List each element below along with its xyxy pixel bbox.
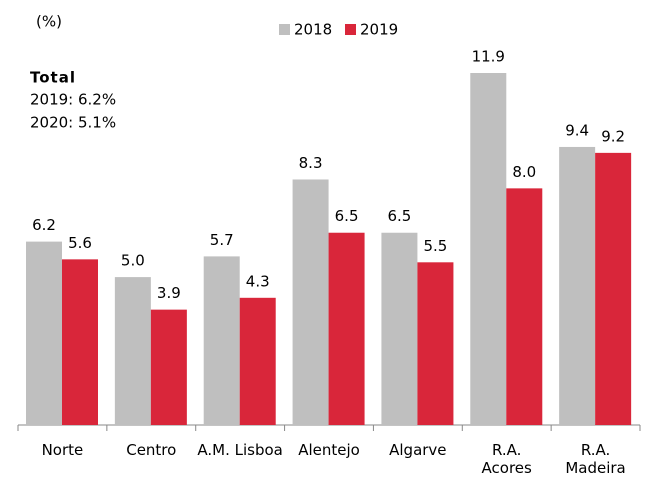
data-label: 5.6 [68, 234, 92, 252]
data-label: 6.5 [335, 207, 359, 225]
data-label: 5.0 [121, 252, 145, 270]
bar [150, 309, 187, 425]
bar [559, 146, 596, 425]
data-label: 4.3 [246, 272, 270, 290]
bar [114, 277, 151, 425]
data-label: 5.5 [423, 237, 447, 255]
x-tick-label: R.A. Acores [481, 441, 532, 477]
bar [470, 73, 507, 425]
annotation-line: 2020: 5.1% [30, 114, 116, 132]
bar [239, 297, 276, 425]
bar [417, 262, 454, 425]
bar [595, 152, 632, 425]
annotation-title: Total [30, 69, 76, 87]
bar [203, 256, 240, 425]
x-tick-label: A.M. Lisboa [197, 441, 283, 459]
x-tick-label: R.A. Madeira [565, 441, 626, 477]
data-label: 6.2 [32, 216, 56, 234]
data-label: 8.3 [299, 154, 323, 172]
annotation-line: 2019: 6.2% [30, 91, 116, 109]
x-tick-label: Centro [126, 441, 177, 459]
legend-label: 2019 [360, 21, 398, 39]
data-label: 11.9 [472, 48, 505, 66]
x-tick-label: Alentejo [298, 441, 360, 459]
legend-swatch [345, 24, 356, 35]
unit-label: (%) [36, 13, 62, 31]
bar [506, 188, 543, 425]
bar [62, 259, 98, 425]
x-tick-label: Norte [41, 441, 84, 459]
bar [328, 232, 365, 425]
data-label: 5.7 [210, 231, 234, 249]
bar [292, 179, 329, 425]
legend-swatch [279, 24, 290, 35]
x-tick-label: Algarve [389, 441, 447, 459]
bar [26, 241, 62, 425]
legend-label: 2018 [294, 21, 332, 39]
data-label: 9.2 [601, 127, 625, 145]
data-label: 8.0 [512, 163, 536, 181]
data-label: 6.5 [387, 207, 411, 225]
data-label: 3.9 [157, 284, 181, 302]
bar [381, 232, 418, 425]
data-label: 9.4 [565, 121, 589, 139]
